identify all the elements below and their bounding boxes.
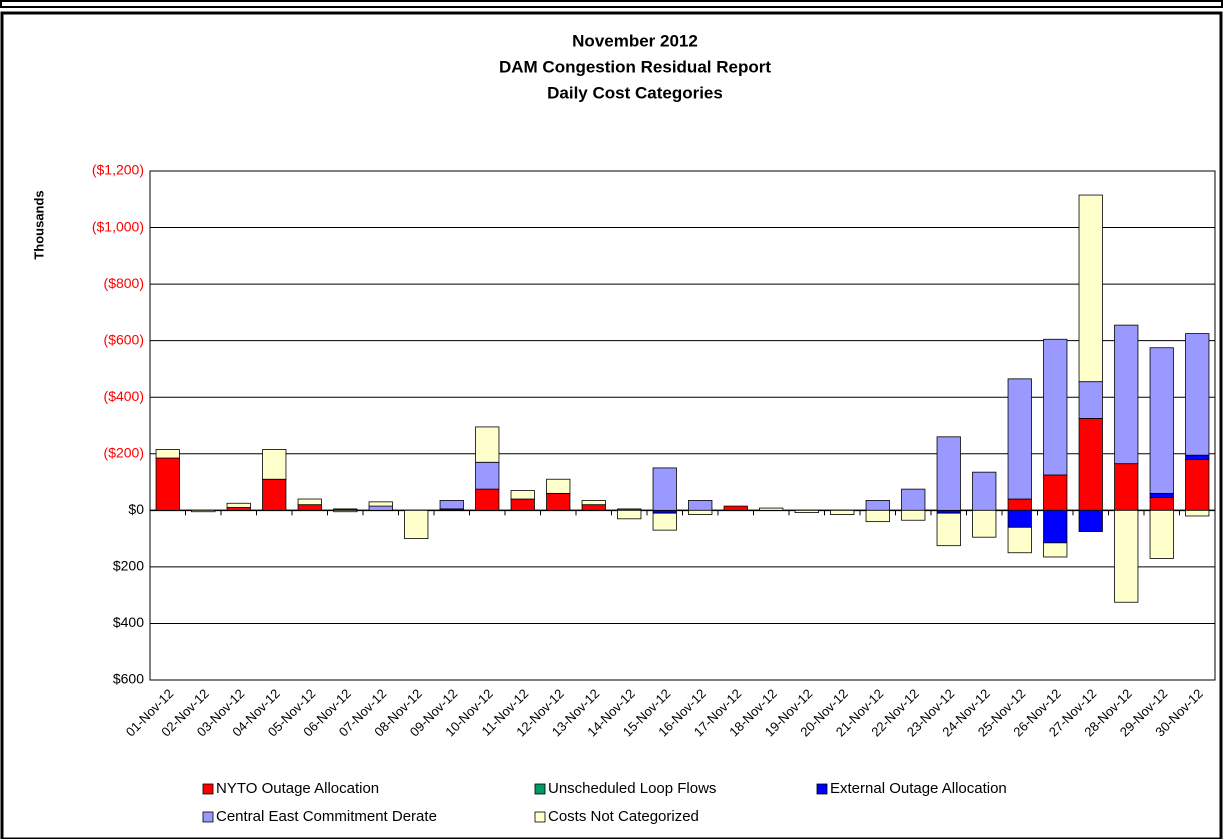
y-tick-label: ($400) xyxy=(104,388,144,404)
bar-segment xyxy=(475,426,500,463)
bar-segment xyxy=(510,490,535,500)
legend-swatch xyxy=(202,783,214,795)
bar-segment xyxy=(226,502,251,508)
legend-label: Central East Commitment Derate xyxy=(216,808,437,825)
bar-segment xyxy=(1007,378,1032,500)
bar-segment xyxy=(936,436,961,511)
bar-segment xyxy=(475,488,500,511)
y-tick-label: ($800) xyxy=(104,275,144,291)
bar-segment xyxy=(262,478,287,511)
bar-segment xyxy=(1114,509,1139,603)
bar-segment xyxy=(1185,459,1210,511)
bar-segment xyxy=(1185,454,1210,460)
bar-segment xyxy=(1043,509,1068,544)
bar-segment xyxy=(1149,347,1174,494)
bar-segment xyxy=(1078,194,1103,383)
bar-segment xyxy=(759,507,784,511)
bar-segment xyxy=(155,457,180,511)
plot-border xyxy=(149,170,1216,681)
y-tick-label: $600 xyxy=(113,671,144,687)
bar-segment xyxy=(191,509,216,513)
bar-segment xyxy=(652,467,677,511)
legend-label: Costs Not Categorized xyxy=(548,808,699,825)
bar-segment xyxy=(936,512,961,547)
bar-segment xyxy=(297,504,322,511)
bar-segment xyxy=(1114,324,1139,465)
y-tick-label: $0 xyxy=(128,501,144,517)
bar-segment xyxy=(1149,492,1174,499)
top-frame xyxy=(0,0,1223,8)
chart-title: Daily Cost Categories xyxy=(547,83,723,102)
bar-segment xyxy=(1149,497,1174,511)
legend-label: NYTO Outage Allocation xyxy=(216,780,379,797)
bar-segment xyxy=(1078,509,1103,532)
bar-segment xyxy=(1043,338,1068,476)
y-tick-label: ($200) xyxy=(104,444,144,460)
bar-segment xyxy=(972,509,997,538)
bar-segment xyxy=(475,461,500,490)
bar-segment xyxy=(333,509,358,513)
bar-segment xyxy=(972,471,997,511)
bar-segment xyxy=(1185,509,1210,517)
bar-segment xyxy=(439,500,464,510)
bar-segment xyxy=(865,500,890,511)
bar-segment xyxy=(546,492,571,511)
bar-segment xyxy=(581,504,606,511)
bar-segment xyxy=(1043,474,1068,511)
bar-segment xyxy=(1007,526,1032,554)
legend-label: Unscheduled Loop Flows xyxy=(548,780,716,797)
y-tick-label: ($1,000) xyxy=(92,218,144,234)
bar-segment xyxy=(1007,498,1032,511)
bar-segment xyxy=(1078,381,1103,419)
bar-segment xyxy=(865,509,890,523)
bar-segment xyxy=(936,509,961,514)
bar-segment xyxy=(581,500,606,506)
bar-segment xyxy=(546,478,571,494)
bar-segment xyxy=(404,509,429,540)
bar-segment xyxy=(1043,542,1068,558)
bar-segment xyxy=(1007,509,1032,528)
y-tick-label: $400 xyxy=(113,614,144,630)
bar-segment xyxy=(688,509,713,515)
bar-segment xyxy=(723,505,748,511)
legend-label: External Outage Allocation xyxy=(830,780,1007,797)
bar-segment xyxy=(510,498,535,511)
bar-segment xyxy=(297,498,322,506)
bar-segment xyxy=(794,509,819,513)
bar-segment xyxy=(652,509,677,514)
bar-segment xyxy=(901,488,926,511)
bar-segment xyxy=(368,505,393,511)
y-tick-label: $200 xyxy=(113,558,144,574)
bar-segment xyxy=(830,509,855,515)
bar-segment xyxy=(368,501,393,507)
y-tick-label: ($600) xyxy=(104,331,144,347)
y-axis-label: Thousands xyxy=(31,190,46,259)
bar-segment xyxy=(1114,463,1139,511)
chart-title: DAM Congestion Residual Report xyxy=(499,57,771,76)
bar-segment xyxy=(901,509,926,521)
y-tick-label: ($1,200) xyxy=(92,162,144,178)
chart-title: November 2012 xyxy=(572,31,698,50)
bar-segment xyxy=(688,500,713,511)
bar-segment xyxy=(652,512,677,531)
bar-segment xyxy=(262,449,287,480)
bar-segment xyxy=(1078,418,1103,511)
legend-swatch xyxy=(816,783,828,795)
bar-segment xyxy=(1185,333,1210,456)
bar-segment xyxy=(155,449,180,459)
legend-swatch xyxy=(202,811,214,823)
bar-segment xyxy=(226,507,251,511)
bar-segment xyxy=(617,509,642,520)
legend-swatch xyxy=(534,811,546,823)
bar-segment xyxy=(1149,509,1174,559)
legend-swatch xyxy=(534,783,546,795)
